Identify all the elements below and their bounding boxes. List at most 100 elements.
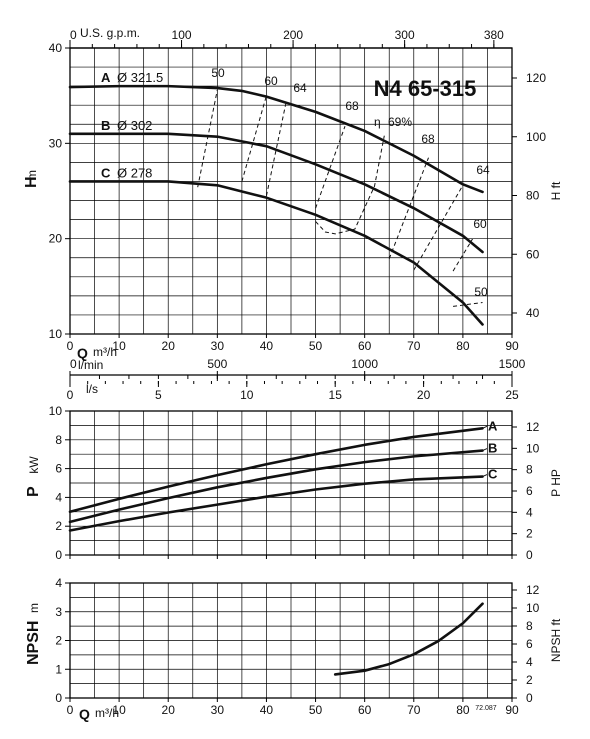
q-axis-tick-label: 60 (358, 703, 372, 717)
q-axis-tick-label: 90 (505, 339, 519, 353)
lmin-axis-tick-label: 1000 (351, 357, 378, 371)
efficiency-line-64 (265, 102, 287, 196)
head-series-label-a: A (101, 70, 111, 85)
power-frame (69, 410, 513, 556)
head-y2-tick-label: 100 (526, 130, 546, 144)
head-series-label-b: B (101, 118, 110, 133)
q-axis-tick-label: 20 (162, 703, 176, 717)
power-y-tick-label: 4 (55, 490, 62, 504)
head-y2-tick-label: 80 (526, 189, 540, 203)
power-y2-tick-label: 0 (526, 548, 533, 562)
power-series-a (68, 426, 484, 514)
top-axis-tick-label: 300 (395, 28, 415, 42)
head-y2-tick-label: 40 (526, 306, 540, 320)
head-y-axis-unit: m (25, 170, 39, 180)
npsh-y2-axis-title: NPSH ft (549, 618, 563, 662)
ls-axis-tick-label: 0 (67, 388, 74, 402)
power-y2-tick-label: 4 (526, 505, 533, 519)
npsh-y-axis-unit: m (27, 603, 41, 613)
q-axis-tick-label: 0 (67, 339, 74, 353)
efficiency-line-69 (315, 135, 385, 235)
power-y-axis-title: P (25, 486, 42, 497)
efficiency-line-68 (315, 126, 346, 209)
npsh-y-tick-label: 3 (55, 605, 62, 619)
power-y2-tick-label: 8 (526, 463, 533, 477)
ls-axis-tick-label: 20 (417, 388, 431, 402)
npsh-series-npsh (333, 602, 484, 676)
npsh-y2-tick-label: 8 (526, 619, 533, 633)
efficiency-line-50 (453, 302, 483, 307)
head-series-diameter-a: Ø 321.5 (117, 70, 163, 85)
q-axis-tick-label: 40 (260, 703, 274, 717)
q-axis-tick-label: 80 (456, 339, 470, 353)
npsh-y-tick-label: 1 (55, 662, 62, 676)
power-series-label-c: C (488, 467, 498, 482)
q-axis-tick-label: 90 (505, 703, 519, 717)
lmin-axis-tick-label: 500 (207, 357, 227, 371)
q-axis-tick-label: 60 (358, 339, 372, 353)
head-y-axis-title: H (23, 176, 40, 188)
lmin-axis-label: l/min (78, 358, 103, 372)
head-series-a (68, 84, 484, 194)
power-series-b (68, 449, 484, 524)
npsh-y-tick-label: 4 (55, 576, 62, 590)
power-y2-tick-label: 12 (526, 420, 540, 434)
efficiency-label-50: 50 (211, 66, 225, 80)
head-series-diameter-b: Ø 302 (117, 118, 152, 133)
q-axis-tick-label: 50 (309, 703, 323, 717)
efficiency-label-60: 60 (473, 217, 487, 231)
q-axis-symbol-mid: Q (77, 345, 88, 361)
efficiency-label-64: 64 (293, 81, 307, 95)
power-label-leader-a (482, 425, 488, 429)
npsh-y2-tick-label: 2 (526, 673, 533, 687)
power-y-axis-unit: kW (27, 456, 41, 474)
power-label-leader-c (482, 474, 488, 477)
q-axis-tick-label: 10 (112, 703, 126, 717)
power-y-tick-label: 8 (55, 433, 62, 447)
power-y2-axis-title: P HP (549, 469, 563, 497)
head-series-b (68, 132, 484, 254)
efficiency-symbol: η (374, 115, 381, 129)
efficiency-line-50 (197, 89, 218, 188)
q-axis-tick-label: 30 (211, 339, 225, 353)
q-axis-unit-bottom: m³/h (95, 706, 119, 720)
npsh-y2-tick-label: 4 (526, 655, 533, 669)
ls-axis-tick-label: 15 (329, 388, 343, 402)
head-y-tick-label: 30 (49, 136, 63, 150)
ls-axis-label: l/s (86, 382, 98, 396)
ls-axis-tick-label: 25 (505, 388, 519, 402)
head-y-tick-label: 10 (49, 327, 63, 341)
power-y-tick-label: 6 (55, 462, 62, 476)
figure-code: 72.087 (475, 705, 497, 712)
power-y-tick-label: 2 (55, 519, 62, 533)
power-y-tick-label: 0 (55, 548, 62, 562)
npsh-y2-tick-label: 10 (526, 601, 540, 615)
npsh-y-axis-title: NPSH (25, 621, 42, 665)
npsh-y2-tick-label: 0 (526, 691, 533, 705)
q-axis-tick-label: 20 (162, 339, 176, 353)
head-series-c (68, 180, 484, 326)
power-series-label-a: A (488, 418, 498, 433)
q-axis-tick-label: 50 (309, 339, 323, 353)
power-y2-tick-label: 2 (526, 527, 533, 541)
head-y2-axis-title: H ft (549, 181, 563, 200)
power-series-label-b: B (488, 441, 497, 456)
top-axis-tick-label: 380 (484, 28, 504, 42)
power-series-c (68, 475, 484, 532)
q-axis-tick-label: 30 (211, 703, 225, 717)
efficiency-label-50: 50 (474, 285, 488, 299)
head-y-tick-label: 40 (49, 41, 63, 55)
lmin-axis-tick-label: 0 (70, 357, 77, 371)
efficiency-label-64: 64 (476, 163, 490, 177)
q-axis-unit-mid: m³/h (93, 345, 117, 359)
q-axis-tick-label: 10 (112, 339, 126, 353)
model-title: N4 65-315 (374, 76, 477, 101)
top-axis-label: U.S. g.p.m. (80, 26, 140, 40)
q-axis-tick-label: 0 (67, 703, 74, 717)
q-axis-tick-label: 80 (456, 703, 470, 717)
efficiency-line-60 (452, 238, 474, 272)
power-y-tick-label: 10 (49, 404, 63, 418)
q-axis-tick-label: 70 (407, 339, 421, 353)
ls-axis-tick-label: 5 (155, 388, 162, 402)
